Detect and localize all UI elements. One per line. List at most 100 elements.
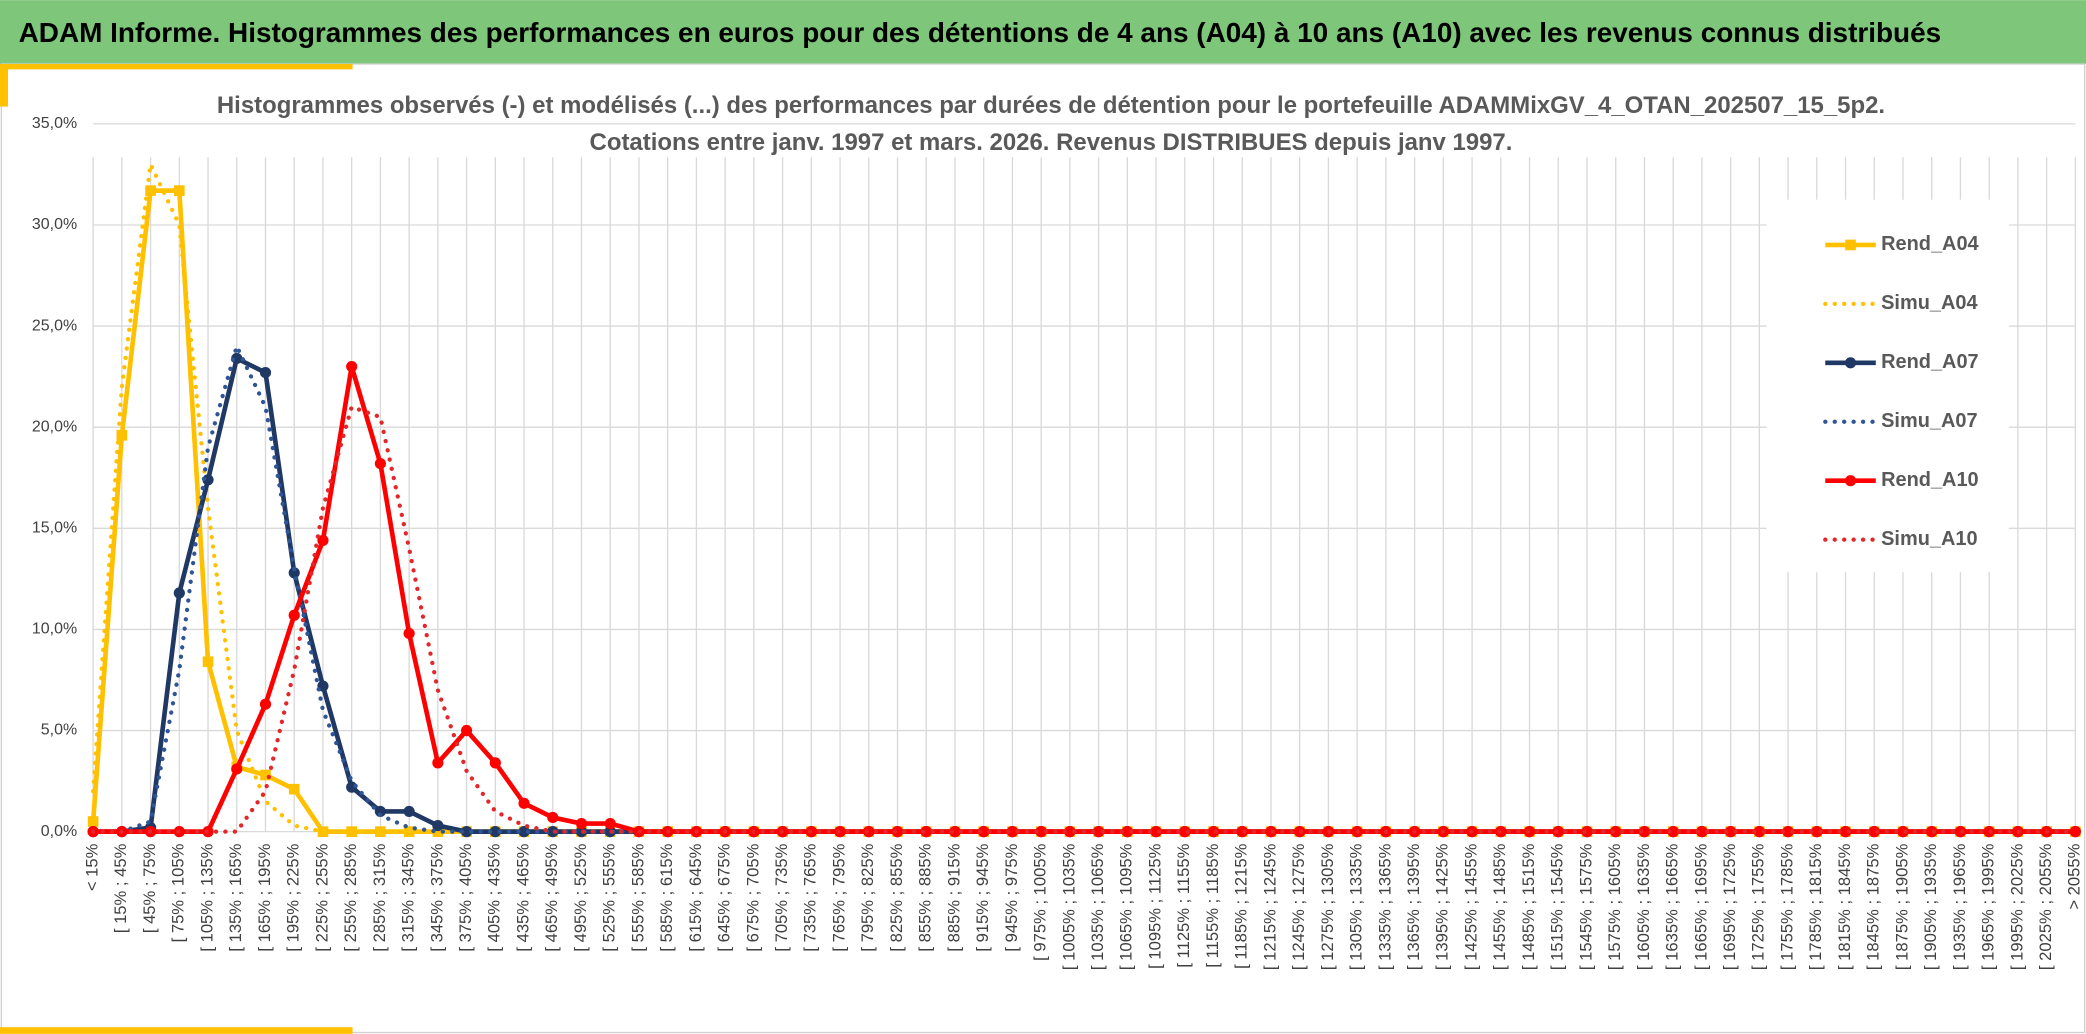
marker [518,826,530,838]
marker [403,627,415,640]
marker [116,429,128,441]
x-tick-label: [ 1575% ; 1605% [1605,843,1624,970]
x-tick-label: [ 975% ; 1005% [1031,843,1050,961]
marker [2069,826,2081,838]
y-tick-label: 35,0% [32,115,77,132]
legend: Rend_A04 Simu_A04 Rend_A07 Simu_A07 Rend_A10… [1766,199,2009,573]
x-tick-label: [ 1755% ; 1785% [1777,843,1796,970]
x-tick-label: [ 1935% ; 1965% [1950,843,1969,970]
marker [1581,826,1593,838]
x-tick-label: [ 15% ; 45% [111,843,130,933]
x-tick-label: [ 1035% ; 1065% [1088,843,1107,970]
legend-label: Rend_A10 [1881,469,1979,491]
legend-label: Simu_A04 [1881,292,1977,314]
x-tick-label: [ 1425% ; 1455% [1461,843,1480,970]
x-tick-label: [ 1635% ; 1665% [1663,843,1682,970]
x-tick-label: [ 1965% ; 1995% [1979,843,1998,970]
x-tick-label: [ 885% ; 915% [944,843,963,951]
marker [231,763,243,775]
series-line [90,404,2078,834]
marker [1839,826,1852,838]
marker [374,458,386,470]
x-tick-label: [ 675% ; 705% [743,843,762,951]
marker [1811,826,1823,838]
marker [461,724,473,737]
x-tick-label: [ 1485% ; 1515% [1519,843,1538,970]
marker [1667,826,1679,838]
accent [0,64,8,107]
legend-box [1766,199,2009,573]
marker [259,367,272,379]
marker [288,567,300,579]
marker [432,819,444,832]
marker [604,817,616,830]
x-tick-label: [ 525% ; 555% [600,843,619,951]
x-tick-label: [ 645% ; 675% [715,843,734,951]
legend-label: Rend_A04 [1881,233,1979,255]
x-tick-label: [ 1395% ; 1425% [1433,843,1452,970]
x-tick-label: [ 585% ; 615% [657,843,676,951]
x-tick-label: [ 1785% ; 1815% [1806,843,1825,970]
x-tick-label: [ 2025% ; 2055% [2036,843,2055,970]
marker [1638,826,1651,838]
x-tick-label: [ 1905% ; 1935% [1921,843,1940,970]
x-tick-label: [ 1365% ; 1395% [1404,843,1423,970]
y-tick-label: 0,0% [41,823,77,840]
x-tick-label: [ 735% ; 765% [801,843,820,951]
marker [575,817,588,830]
x-tick-label: [ 255% ; 285% [341,843,360,951]
marker [374,805,386,817]
x-tick-label: [ 1065% ; 1095% [1117,843,1136,970]
x-tick-label: [ 1305% ; 1335% [1347,843,1366,970]
legend-label: Simu_A10 [1881,528,1977,550]
x-tick-label: [ 1515% ; 1545% [1548,843,1567,970]
plot [87,156,2081,838]
x-tick-label: [ 1335% ; 1365% [1375,843,1394,970]
series [90,404,2078,834]
marker [1897,826,1909,838]
x-tick-label: [ 825% ; 855% [887,843,906,951]
marker [87,816,99,827]
x-tick-label: [ 915% ; 945% [973,843,992,951]
marker [403,805,415,817]
marker [978,826,990,838]
y-tick-label: 30,0% [32,216,77,233]
marker [1064,826,1076,838]
marker [202,656,214,668]
x-tick-label: [ 1185% ; 1215% [1232,843,1251,969]
x-tick-label: [ 465% ; 495% [542,843,561,951]
marker [1207,826,1220,838]
x-tick-label: [ 1275% ; 1305% [1318,843,1337,970]
marker [288,609,300,621]
y-tick-label: 5,0% [41,722,77,739]
marker [1868,826,1880,838]
x-tick-label: [ 165% ; 195% [255,843,274,951]
x-tick-label: [ 1995% ; 2025% [2007,843,2026,970]
x-tick-label: [ 1605% ; 1635% [1634,843,1653,970]
marker [1926,826,1938,838]
marker [1696,826,1708,838]
accent [0,64,353,70]
x-tick-label: [ 1005% ; 1035% [1059,843,1078,970]
x-tick-label: [ 315% ; 345% [399,843,418,951]
y-tick-label: 15,0% [32,520,77,537]
x-tick-label: [ 225% ; 255% [312,843,331,951]
x-tick-label: [ 1815% ; 1845% [1835,843,1854,970]
x-tick-label: [ 705% ; 735% [772,843,791,951]
x-tick-label: [ 945% ; 975% [1002,843,1021,951]
chart-subtitle: Cotations entre janv. 1997 et mars. 2026… [590,129,1513,156]
marker [1610,826,1622,838]
x-tick-label: [ 405% ; 435% [485,843,504,951]
x-tick-label: [ 135% ; 165% [226,843,245,951]
x-tick-label: [ 45% ; 75% [140,843,159,933]
x-tick-label: [ 795% ; 825% [858,843,877,951]
x-tick-label: [ 1125% ; 1155% [1174,843,1193,967]
x-tick-label: [ 765% ; 795% [829,843,848,951]
marker [891,826,904,838]
y-tick-label: 20,0% [32,418,77,435]
x-tick-label: [ 195% ; 225% [284,843,303,951]
y-tick-label: 25,0% [32,317,77,334]
x-tick-label: [ 855% ; 885% [916,843,935,951]
